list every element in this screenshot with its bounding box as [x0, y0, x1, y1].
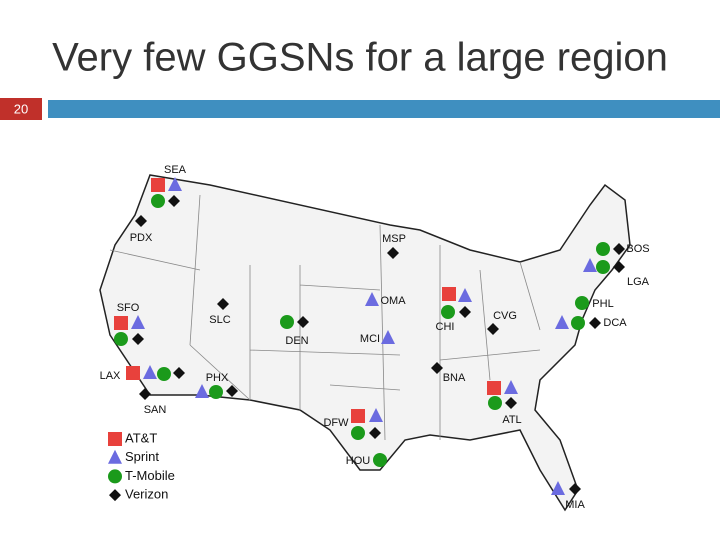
slide-number-box	[0, 98, 42, 120]
verizon-marker	[226, 385, 238, 397]
city-label: LGA	[627, 276, 650, 288]
city-label: LAX	[100, 370, 121, 382]
att-marker	[108, 432, 122, 446]
legend-label: Verizon	[125, 487, 168, 502]
verizon-marker	[173, 367, 185, 379]
verizon-marker	[613, 261, 625, 273]
verizon-marker	[613, 243, 625, 255]
city-label: SEA	[164, 164, 187, 176]
att-marker	[151, 178, 165, 192]
city-label: DCA	[603, 317, 627, 329]
sprint-marker	[365, 292, 379, 306]
sprint-marker	[168, 177, 182, 191]
verizon-marker	[431, 362, 443, 374]
sprint-marker	[381, 330, 395, 344]
sprint-marker	[583, 258, 597, 272]
verizon-marker	[487, 323, 499, 335]
city-label: SAN	[144, 404, 167, 416]
verizon-marker	[217, 298, 229, 310]
tmobile-marker	[280, 315, 294, 329]
verizon-marker	[369, 427, 381, 439]
verizon-marker	[387, 247, 399, 259]
att-marker	[487, 381, 501, 395]
city-label: BOS	[626, 243, 649, 255]
verizon-marker	[135, 215, 147, 227]
att-marker	[351, 409, 365, 423]
city-label: HOU	[346, 455, 371, 467]
tmobile-marker	[157, 367, 171, 381]
tmobile-marker	[488, 396, 502, 410]
header-bar	[48, 100, 720, 118]
city-label: MIA	[565, 499, 585, 511]
att-marker	[126, 366, 140, 380]
tmobile-marker	[441, 305, 455, 319]
slide-number: 20	[14, 101, 28, 116]
sprint-marker	[555, 315, 569, 329]
sprint-marker	[504, 380, 518, 394]
city-label: CHI	[436, 321, 455, 333]
sprint-marker	[458, 288, 472, 302]
verizon-marker	[139, 388, 151, 400]
sprint-marker	[551, 481, 565, 495]
city-label: DFW	[323, 417, 349, 429]
verizon-marker	[109, 489, 121, 502]
state-lines	[109, 194, 541, 441]
tmobile-marker	[596, 260, 610, 274]
city-label: OMA	[380, 295, 406, 307]
city-label: PHL	[592, 298, 613, 310]
att-marker	[114, 316, 128, 330]
city-label: ATL	[502, 414, 521, 426]
city-label: MSP	[382, 233, 406, 245]
tmobile-marker	[209, 385, 223, 399]
verizon-marker	[589, 317, 601, 329]
verizon-marker	[569, 483, 581, 495]
legend-label: T-Mobile	[125, 468, 175, 483]
sprint-marker	[131, 315, 145, 329]
city-label: DEN	[285, 335, 308, 347]
tmobile-marker	[571, 316, 585, 330]
sprint-marker	[195, 384, 209, 398]
tmobile-marker	[151, 194, 165, 208]
city-label: SLC	[209, 314, 230, 326]
sprint-marker	[143, 365, 157, 379]
tmobile-marker	[108, 469, 122, 484]
city-label: BNA	[443, 372, 466, 384]
tmobile-marker	[351, 426, 365, 440]
slide-title: Very few GGSNs for a large region	[52, 36, 668, 80]
sprint-marker	[369, 408, 383, 422]
us-map	[99, 174, 631, 512]
tmobile-marker	[373, 453, 387, 467]
legend-label: Sprint	[125, 449, 159, 464]
tmobile-marker	[596, 242, 610, 256]
verizon-marker	[505, 397, 517, 409]
att-marker	[442, 287, 456, 301]
verizon-marker	[168, 195, 180, 207]
sprint-marker	[108, 449, 122, 464]
city-label: PHX	[206, 372, 229, 384]
legend-label: AT&T	[125, 430, 157, 445]
city-label: CVG	[493, 310, 517, 322]
city-label: PDX	[130, 232, 153, 244]
verizon-marker	[459, 306, 471, 318]
tmobile-marker	[575, 296, 589, 310]
verizon-marker	[297, 316, 309, 328]
city-label: MCI	[360, 333, 380, 345]
verizon-marker	[132, 333, 144, 345]
tmobile-marker	[114, 332, 128, 346]
city-label: SFO	[117, 302, 140, 314]
